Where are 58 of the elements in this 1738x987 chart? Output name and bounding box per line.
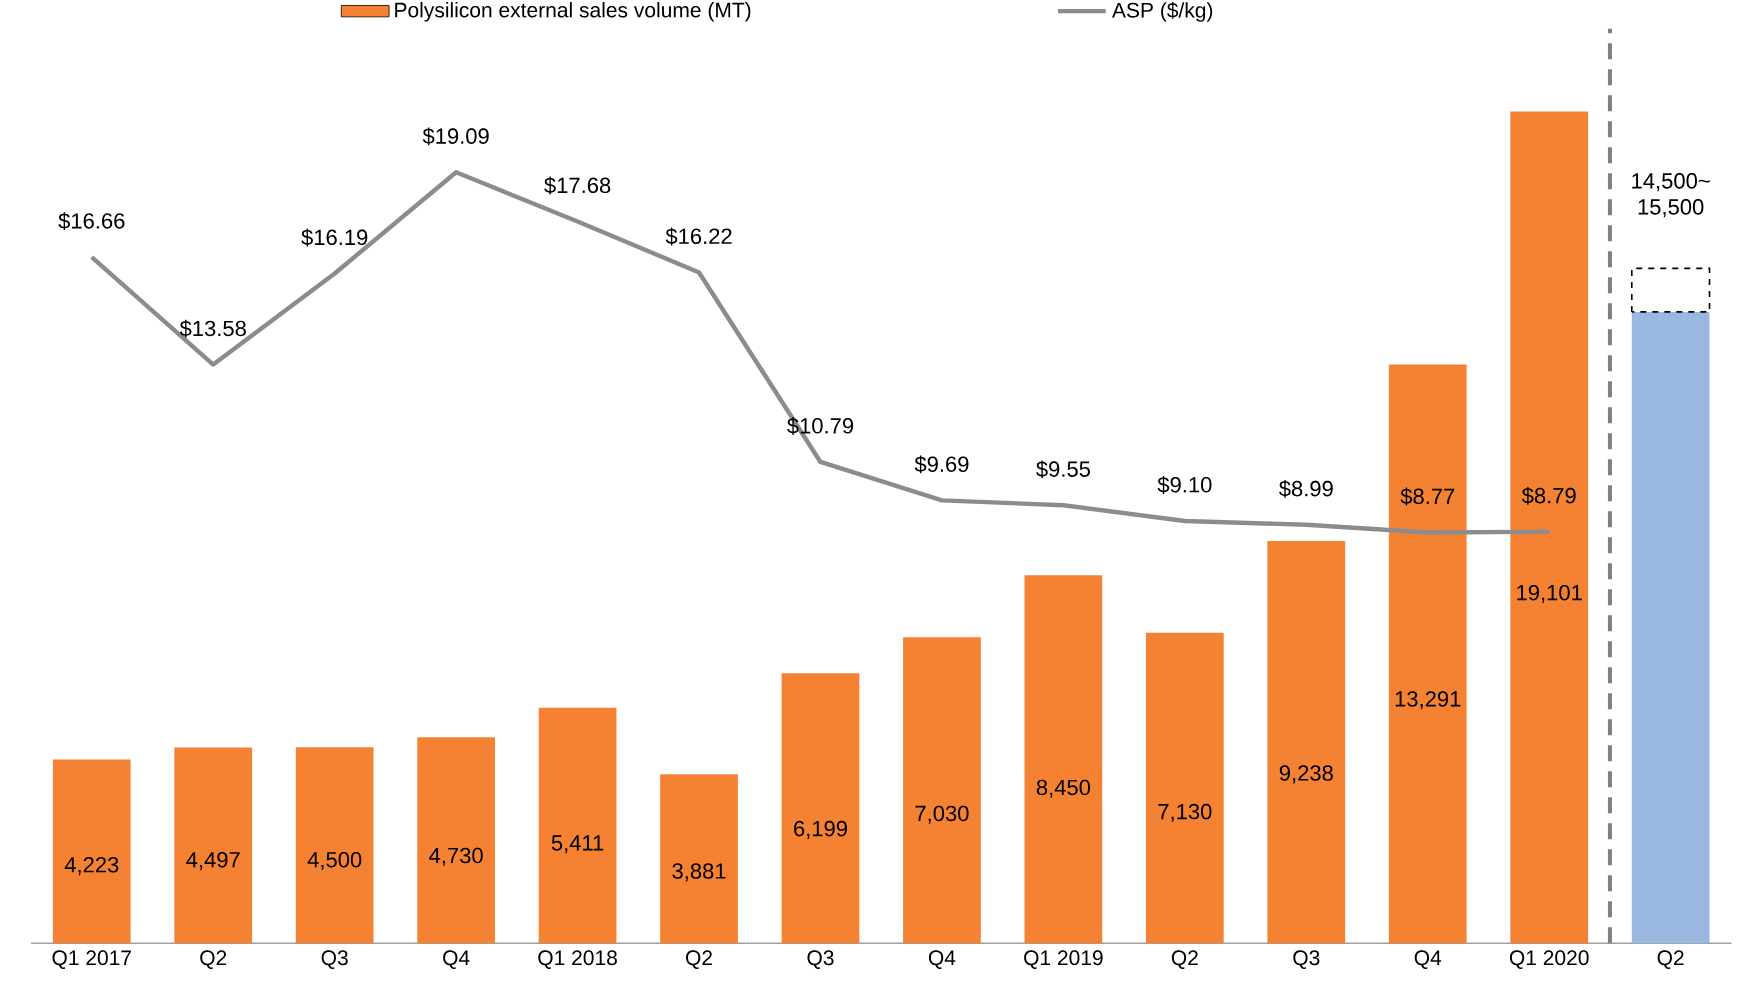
- x-tick-label: Q4: [928, 950, 956, 970]
- bar: [1630, 267, 1711, 313]
- data-label: $16.66: [58, 212, 125, 231]
- data-label: $8.79: [1521, 487, 1576, 505]
- data-label: 4,730: [429, 847, 483, 867]
- x-tick-label: Q1 2019: [1024, 950, 1103, 970]
- data-label: $16.19: [301, 228, 368, 247]
- bar: [174, 747, 253, 944]
- data-label: 8,450: [1036, 779, 1091, 799]
- legend-label: ASP ($/kg): [1112, 2, 1213, 23]
- data-label: $13.58: [179, 319, 246, 338]
- data-label: $9.10: [1157, 476, 1212, 495]
- data-label: 5,411: [551, 835, 604, 854]
- x-tick-label: Q2: [686, 950, 712, 970]
- data-label: 7,030: [915, 805, 969, 825]
- bar: [417, 737, 495, 944]
- data-label: $8.77: [1400, 487, 1455, 506]
- bar: [1388, 364, 1467, 944]
- x-tick-label: Q1 2020: [1509, 950, 1589, 970]
- data-label: 4,500: [307, 852, 362, 871]
- bar: [781, 673, 860, 944]
- data-label: $9.55: [1036, 460, 1090, 479]
- data-label: 3,881: [672, 863, 726, 882]
- bar: [1145, 633, 1224, 944]
- data-label: $10.79: [787, 417, 854, 436]
- data-label: $17.68: [544, 176, 611, 195]
- data-label: 4,223: [64, 857, 119, 876]
- data-label: 19,101: [1517, 585, 1582, 604]
- bar: [52, 759, 131, 944]
- bar: [1631, 312, 1710, 944]
- legend-label: Polysilicon external sales volume (MT): [395, 2, 751, 22]
- x-tick-label: Q1 2018: [538, 950, 617, 970]
- data-label: $19.09: [422, 127, 489, 146]
- x-tick-label: Q3: [321, 950, 348, 970]
- x-tick-label: Q2: [1657, 950, 1684, 970]
- x-tick-label: Q3: [1293, 950, 1320, 970]
- data-label: 13,291: [1395, 691, 1461, 710]
- data-label: 7,130: [1158, 804, 1212, 823]
- bar: [1024, 575, 1103, 944]
- x-tick-label: Q3: [807, 950, 834, 970]
- x-tick-label: Q4: [1414, 950, 1442, 970]
- x-tick-label: Q4: [443, 950, 470, 970]
- bar: [1267, 541, 1346, 944]
- bar: [1510, 111, 1589, 944]
- bar: [295, 747, 374, 944]
- x-tick-label: Q1 2017: [52, 950, 131, 970]
- data-label: $8.99: [1279, 480, 1333, 498]
- annotation: 14,500~ 15,500: [1632, 173, 1710, 218]
- data-label: 6,199: [794, 821, 847, 840]
- bar: [660, 774, 738, 944]
- data-label: 9,238: [1279, 765, 1333, 784]
- bar: [538, 707, 617, 944]
- data-label: 4,497: [186, 852, 240, 871]
- data-label: $16.22: [665, 227, 732, 246]
- x-tick-label: Q2: [1171, 950, 1198, 970]
- x-tick-label: Q2: [200, 950, 227, 970]
- bar: [903, 637, 981, 944]
- data-label: $9.69: [914, 455, 969, 474]
